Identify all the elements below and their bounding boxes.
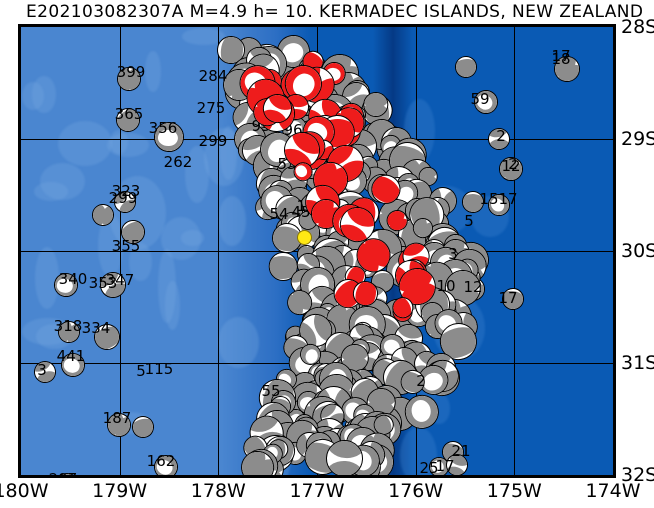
- depth-label: 356: [148, 119, 178, 137]
- depth-label: 59: [470, 90, 490, 108]
- depth-label: 18: [551, 50, 571, 68]
- depth-label: 323: [111, 182, 141, 200]
- beachball-quadrant: [129, 415, 157, 441]
- x-tick-label: 179W: [92, 480, 148, 502]
- depth-label: 399: [116, 63, 146, 81]
- x-tick-label: 176W: [388, 480, 444, 502]
- map-plot-area: 399 365 356 262 323 299 355 340 353 347 318 334 441 3…: [18, 24, 616, 478]
- depth-label: 347: [105, 271, 135, 289]
- bathymetry-blob: [106, 133, 150, 157]
- x-tick-label: 174W: [585, 480, 641, 502]
- depth-label: 3: [448, 245, 458, 263]
- y-tick-label: 32S: [621, 464, 654, 486]
- depth-label: 5: [464, 212, 474, 230]
- bathymetry-blob: [217, 195, 247, 246]
- depth-label: 262: [163, 153, 193, 171]
- x-tick-label: 178W: [190, 480, 246, 502]
- depth-label: 353: [88, 274, 118, 292]
- bathymetry-blob: [22, 81, 44, 110]
- depth-label: 55: [261, 382, 281, 400]
- depth-label: 2: [416, 372, 426, 390]
- x-tick-label: 180W: [0, 480, 49, 502]
- bathymetry-blob: [165, 281, 180, 330]
- y-tick-label: 31S: [621, 352, 654, 374]
- depth-label: 284: [198, 67, 228, 85]
- y-tick-label: 28S: [621, 16, 654, 38]
- focal-mechanism-beachball: [129, 413, 157, 441]
- depth-label: 299: [108, 189, 138, 207]
- x-tick-label: 175W: [486, 480, 542, 502]
- y-tick-label: 29S: [621, 128, 654, 150]
- depth-label: 12: [463, 278, 483, 296]
- beachball-quadrant: [127, 68, 140, 90]
- depth-label: 187: [102, 409, 132, 427]
- depth-label: 21: [451, 442, 471, 460]
- bathymetry-blob: [180, 230, 205, 246]
- beachball-quadrant: [453, 57, 479, 80]
- depth-label: 2: [496, 127, 506, 145]
- depth-label: 12: [501, 157, 521, 175]
- depth-label: 17: [551, 47, 571, 65]
- focal-mechanism-beachball: [117, 67, 141, 91]
- depth-label: 275: [196, 99, 226, 117]
- bathymetry-blob: [32, 75, 56, 114]
- epicenter-marker: [297, 230, 312, 245]
- depth-label: 3: [37, 361, 47, 379]
- bathymetry-blob: [217, 317, 259, 369]
- focal-mechanism-beachball: [325, 439, 365, 475]
- x-tick-label: 177W: [289, 480, 345, 502]
- depth-label: 115: [144, 360, 174, 378]
- bathymetry-blob: [160, 216, 202, 260]
- bathymetry-blob: [40, 163, 85, 201]
- depth-label: 10: [436, 277, 456, 295]
- focal-mechanism-beachball: [362, 91, 389, 118]
- bathymetry-blob: [57, 120, 112, 167]
- depth-label: 297: [49, 470, 78, 475]
- y-tick-label: 30S: [621, 240, 654, 262]
- depth-label: 365: [114, 105, 144, 123]
- depth-label: 5: [136, 362, 146, 380]
- bathymetry-blob: [33, 181, 69, 201]
- depth-label: 17: [498, 289, 518, 307]
- beachball-quadrant: [325, 439, 365, 460]
- depth-label: 17: [498, 190, 518, 208]
- depth-label: 54: [269, 205, 289, 223]
- depth-label: 15: [479, 190, 499, 208]
- bathymetry-blob: [158, 249, 176, 324]
- depth-label: 318: [53, 317, 83, 335]
- depth-label: 162: [146, 452, 176, 470]
- depth-label: 25: [419, 459, 439, 477]
- depth-label: 299: [198, 132, 228, 150]
- focal-mechanism-beachball: [453, 54, 479, 80]
- bathymetry-blob: [145, 50, 161, 92]
- depth-label: 2: [508, 155, 518, 173]
- page-title: E202103082307A M=4.9 h= 10. KERMADEC ISL…: [26, 2, 644, 22]
- focal-mechanism-beachball: [73, 471, 109, 478]
- depth-label: 334: [81, 319, 111, 337]
- depth-label: 17: [435, 457, 455, 475]
- depth-label: 355: [111, 237, 141, 255]
- beachball-quadrant: [73, 471, 102, 475]
- beachball-quadrant: [81, 477, 109, 478]
- depth-label: 441: [56, 347, 86, 365]
- beachball-quadrant: [325, 460, 365, 475]
- depth-label: 340: [58, 270, 88, 288]
- depth-label: 26: [349, 477, 368, 478]
